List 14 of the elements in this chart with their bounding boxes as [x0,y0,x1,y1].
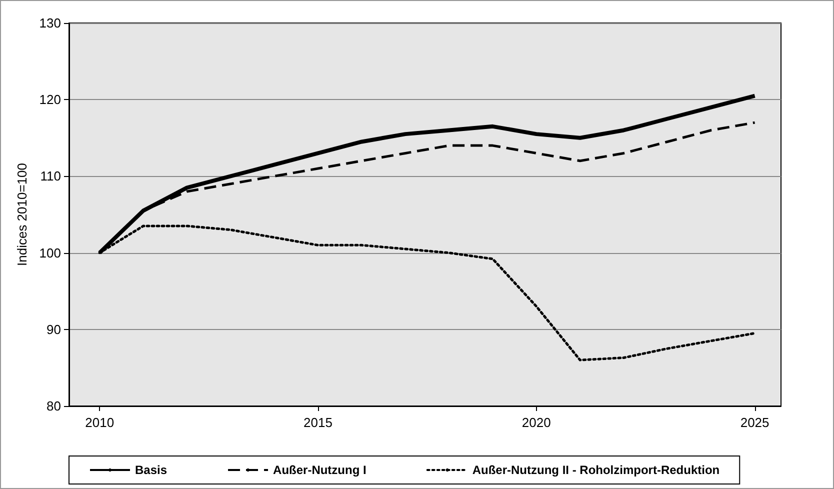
x-tick-label: 2010 [85,415,114,430]
y-tick-label: 110 [40,168,61,184]
legend-label: Außer-Nutzung II - Roholzimport-Reduktion [472,463,720,477]
x-tick-label: 2015 [304,415,332,430]
y-tick-label: 120 [39,92,61,108]
y-axis-title: Indices 2010=100 [14,162,30,266]
legend-label: Basis [135,463,168,477]
legend-label: Außer-Nutzung I [273,463,366,477]
x-tick-label: 2025 [740,415,770,430]
y-tick-label: 100 [39,245,61,260]
y-tick-label: 130 [39,16,61,30]
y-tick-label: 80 [46,398,61,414]
y-tick-label: 90 [46,322,61,337]
x-tick-label: 2020 [522,415,551,430]
